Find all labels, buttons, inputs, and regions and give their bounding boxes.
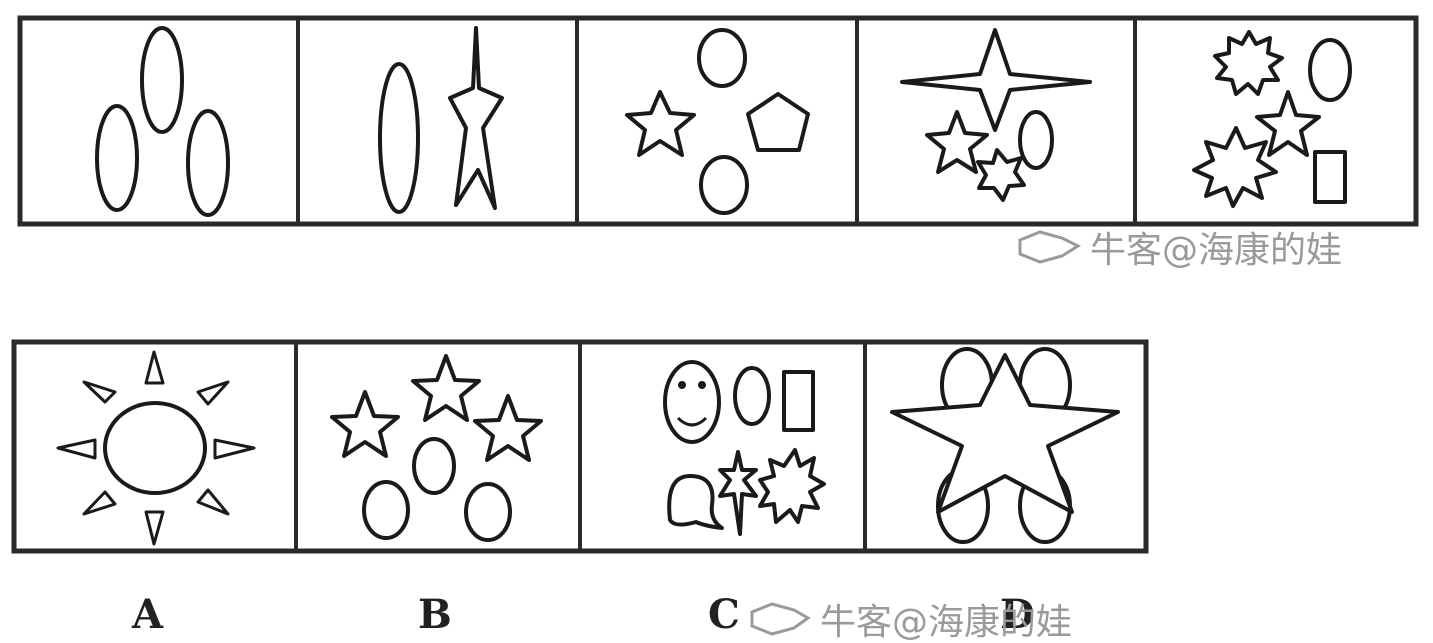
star-shape [925, 110, 989, 174]
option-c-figure[interactable] [663, 360, 826, 536]
ellipse-shape [362, 480, 410, 540]
smiley-eye-shape [678, 381, 686, 389]
spiked-star-shape [448, 26, 504, 210]
rectangle-shape [1313, 150, 1347, 204]
question-panel-1 [95, 26, 230, 217]
smiley-face-shape [663, 360, 721, 444]
question-row [17, 15, 1419, 227]
star-shape [473, 394, 543, 462]
option-a-label[interactable]: A [131, 591, 164, 638]
hexagram-shape [976, 148, 1026, 202]
watermark-text: 牛客@海康的娃 [1090, 230, 1342, 271]
ellipse-shape [95, 104, 139, 212]
circle-shape [699, 155, 749, 215]
ellipse-shape [186, 109, 230, 217]
star-shape [411, 354, 481, 422]
option-row: A B C D [11, 339, 1149, 638]
ellipse-shape [378, 62, 420, 214]
smiley-mouth-shape [676, 416, 708, 427]
question-panel-3 [625, 28, 810, 215]
option-a-figure[interactable] [56, 350, 256, 546]
star-shape [625, 90, 696, 157]
watermark-logo-icon [750, 602, 811, 636]
circle-shape [697, 28, 747, 88]
star-shape [890, 353, 1120, 514]
star-shape [330, 390, 400, 458]
option-d-figure[interactable] [890, 347, 1120, 544]
triangle-shape [82, 380, 117, 404]
watermark-1: 牛客@海康的娃 [1018, 230, 1342, 271]
triangle-shape [196, 380, 230, 406]
speech-bubble-shape [667, 474, 724, 530]
triangle-shape [82, 490, 117, 516]
star-shape [1255, 90, 1321, 157]
ellipse-shape [464, 482, 512, 542]
ellipse-shape [140, 26, 184, 134]
question-panel-5 [1192, 30, 1352, 208]
smiley-eye-shape [698, 381, 706, 389]
starburst-shape [758, 448, 826, 524]
pentagon-shape [746, 92, 810, 152]
rectangle-shape [782, 370, 815, 432]
watermark-text: 牛客@海康的娃 [820, 602, 1072, 643]
ellipse-shape [1018, 110, 1054, 170]
triangle-shape [213, 438, 256, 460]
option-b-figure[interactable] [330, 354, 543, 542]
four-point-star-shape [900, 28, 1092, 132]
question-row-frame [17, 15, 1419, 227]
triangle-shape [144, 510, 165, 546]
option-b-label[interactable]: B [418, 591, 452, 638]
option-d-label[interactable]: D [1000, 591, 1035, 638]
spiky-cross-shape [718, 450, 758, 536]
gear-star-shape [1213, 30, 1284, 96]
ellipse-shape [1308, 38, 1352, 102]
option-c-label[interactable]: C [708, 591, 740, 638]
watermark-2: 牛客@海康的娃 [750, 602, 1072, 643]
triangle-shape [144, 350, 165, 385]
ellipse-shape [733, 366, 771, 426]
ellipse-shape [412, 437, 456, 495]
triangle-shape [56, 438, 97, 460]
triangle-shape [196, 488, 230, 516]
burst-shape [1192, 126, 1278, 208]
question-panel-2 [378, 26, 504, 214]
question-panel-4 [900, 28, 1092, 202]
watermark-logo-icon [1018, 230, 1082, 264]
circle-shape [103, 401, 207, 495]
